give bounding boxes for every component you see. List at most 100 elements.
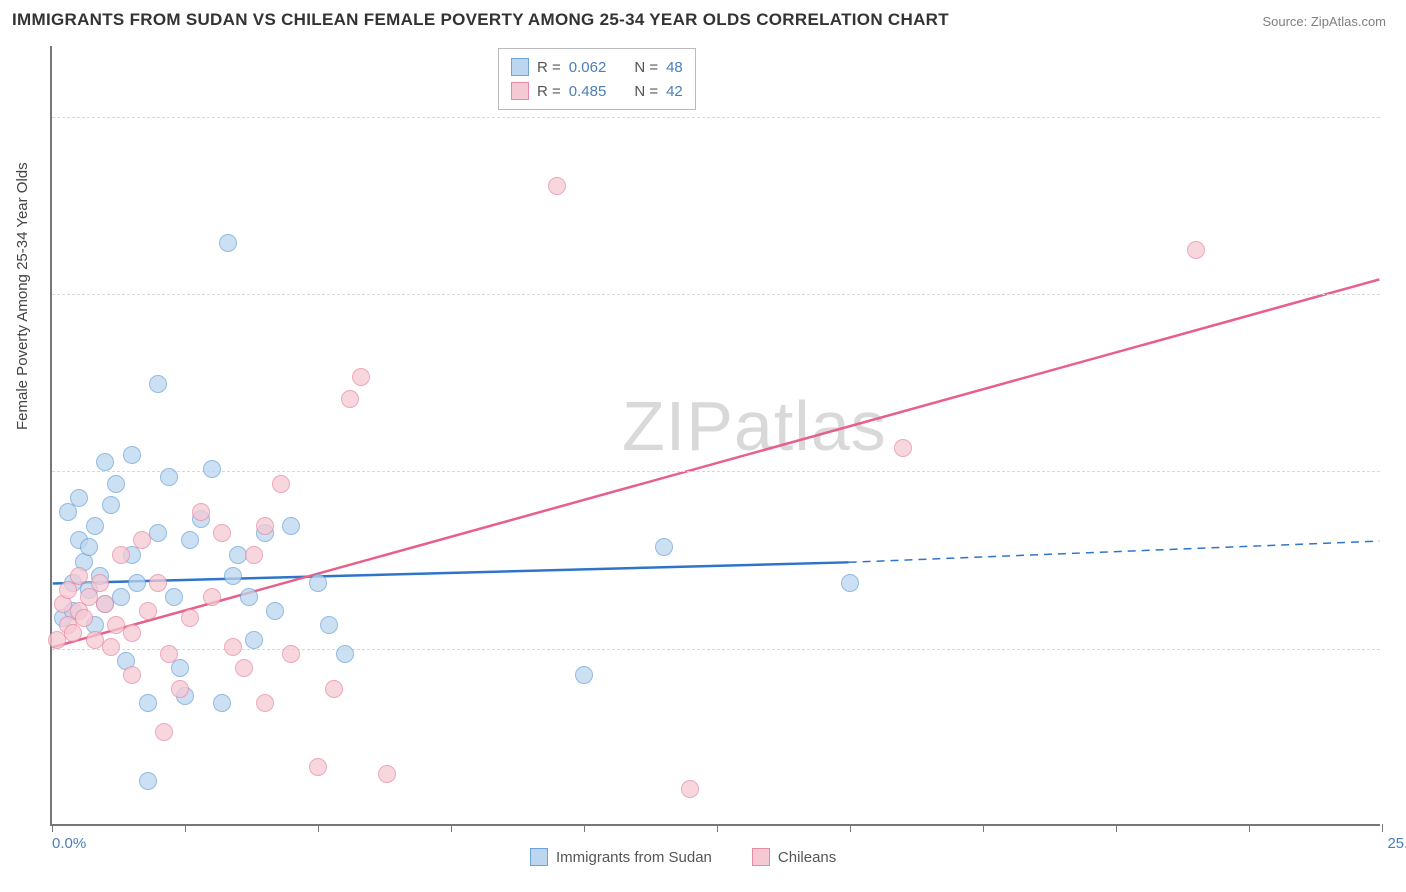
- data-point-sudan: [149, 375, 167, 393]
- data-point-sudan: [149, 524, 167, 542]
- chart-title: IMMIGRANTS FROM SUDAN VS CHILEAN FEMALE …: [12, 10, 949, 30]
- x-tick: [584, 824, 585, 832]
- data-point-sudan: [96, 453, 114, 471]
- data-point-chilean: [325, 680, 343, 698]
- gridline: [52, 117, 1380, 118]
- data-point-sudan: [80, 538, 98, 556]
- data-point-chilean: [102, 638, 120, 656]
- gridline: [52, 471, 1380, 472]
- data-point-chilean: [1187, 241, 1205, 259]
- y-tick-label: 12.5%: [1390, 640, 1406, 657]
- data-point-chilean: [133, 531, 151, 549]
- scatter-plot-area: ZIPatlas 12.5%25.0%37.5%50.0%0.0%25.0%R …: [50, 46, 1380, 826]
- data-point-sudan: [112, 588, 130, 606]
- x-axis-max-label: 25.0%: [1387, 835, 1406, 852]
- legend-label: Chileans: [778, 849, 836, 866]
- trend-line: [849, 541, 1380, 562]
- y-tick-label: 37.5%: [1390, 286, 1406, 303]
- data-point-sudan: [266, 602, 284, 620]
- legend-r-label: R =: [537, 83, 561, 100]
- data-point-sudan: [70, 489, 88, 507]
- x-axis-min-label: 0.0%: [52, 835, 86, 852]
- legend-correlation-box: R =0.062N =48R =0.485N =42: [498, 48, 696, 110]
- data-point-sudan: [128, 574, 146, 592]
- data-point-sudan: [309, 574, 327, 592]
- trend-line: [53, 562, 849, 583]
- data-point-sudan: [102, 496, 120, 514]
- x-tick: [318, 824, 319, 832]
- x-tick: [1116, 824, 1117, 832]
- data-point-sudan: [841, 574, 859, 592]
- data-point-sudan: [139, 772, 157, 790]
- y-tick-label: 50.0%: [1390, 108, 1406, 125]
- legend-swatch: [752, 848, 770, 866]
- x-tick: [717, 824, 718, 832]
- data-point-chilean: [203, 588, 221, 606]
- legend-n-label: N =: [634, 59, 658, 76]
- x-tick: [1249, 824, 1250, 832]
- gridline: [52, 649, 1380, 650]
- data-point-sudan: [245, 631, 263, 649]
- data-point-sudan: [282, 517, 300, 535]
- data-point-chilean: [70, 567, 88, 585]
- data-point-chilean: [256, 694, 274, 712]
- data-point-chilean: [309, 758, 327, 776]
- data-point-chilean: [123, 624, 141, 642]
- data-point-sudan: [575, 666, 593, 684]
- y-tick-label: 25.0%: [1390, 463, 1406, 480]
- data-point-chilean: [149, 574, 167, 592]
- legend-bottom: Immigrants from Sudan Chileans: [530, 848, 836, 866]
- data-point-sudan: [107, 475, 125, 493]
- gridline: [52, 294, 1380, 295]
- x-tick: [850, 824, 851, 832]
- legend-label: Immigrants from Sudan: [556, 849, 712, 866]
- data-point-chilean: [139, 602, 157, 620]
- data-point-chilean: [272, 475, 290, 493]
- data-point-chilean: [171, 680, 189, 698]
- data-point-chilean: [192, 503, 210, 521]
- legend-item-chilean: Chileans: [752, 848, 836, 866]
- legend-r-label: R =: [537, 59, 561, 76]
- data-point-chilean: [681, 780, 699, 798]
- data-point-sudan: [320, 616, 338, 634]
- data-point-chilean: [224, 638, 242, 656]
- legend-n-value: 42: [666, 83, 683, 100]
- data-point-sudan: [181, 531, 199, 549]
- data-point-chilean: [256, 517, 274, 535]
- x-tick: [451, 824, 452, 832]
- data-point-chilean: [245, 546, 263, 564]
- data-point-sudan: [86, 517, 104, 535]
- legend-swatch: [511, 82, 529, 100]
- data-point-sudan: [139, 694, 157, 712]
- source-attribution: Source: ZipAtlas.com: [1262, 14, 1386, 29]
- legend-r-value: 0.062: [569, 59, 607, 76]
- data-point-sudan: [336, 645, 354, 663]
- y-axis-label: Female Poverty Among 25-34 Year Olds: [14, 162, 31, 430]
- data-point-sudan: [160, 468, 178, 486]
- data-point-sudan: [219, 234, 237, 252]
- data-point-chilean: [213, 524, 231, 542]
- data-point-chilean: [112, 546, 130, 564]
- data-point-sudan: [224, 567, 242, 585]
- data-point-sudan: [165, 588, 183, 606]
- data-point-chilean: [155, 723, 173, 741]
- data-point-sudan: [655, 538, 673, 556]
- data-point-chilean: [91, 574, 109, 592]
- legend-swatch: [511, 58, 529, 76]
- data-point-sudan: [123, 446, 141, 464]
- data-point-sudan: [213, 694, 231, 712]
- x-tick: [185, 824, 186, 832]
- x-tick: [983, 824, 984, 832]
- x-tick: [1382, 824, 1383, 832]
- data-point-chilean: [123, 666, 141, 684]
- data-point-chilean: [894, 439, 912, 457]
- legend-item-sudan: Immigrants from Sudan: [530, 848, 712, 866]
- data-point-sudan: [240, 588, 258, 606]
- data-point-chilean: [235, 659, 253, 677]
- legend-swatch: [530, 848, 548, 866]
- data-point-chilean: [548, 177, 566, 195]
- legend-n-label: N =: [634, 83, 658, 100]
- data-point-chilean: [282, 645, 300, 663]
- data-point-chilean: [341, 390, 359, 408]
- x-tick: [52, 824, 53, 832]
